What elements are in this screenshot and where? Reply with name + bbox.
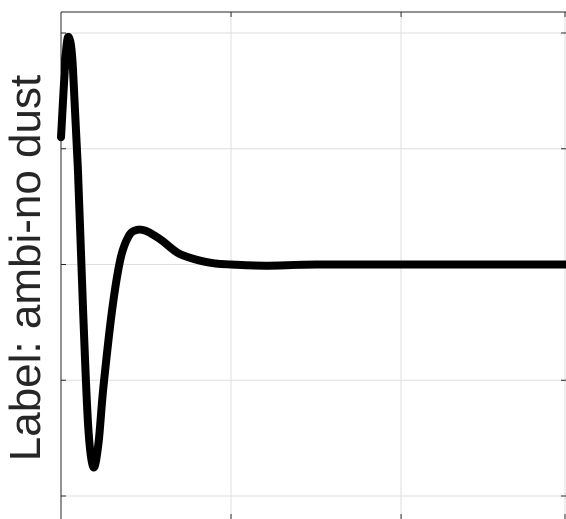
y-axis-label: Label: ambi-no dust — [1, 75, 50, 461]
ticks — [60, 12, 566, 519]
series-layer — [57, 32, 566, 472]
series-line-0 — [57, 32, 566, 472]
